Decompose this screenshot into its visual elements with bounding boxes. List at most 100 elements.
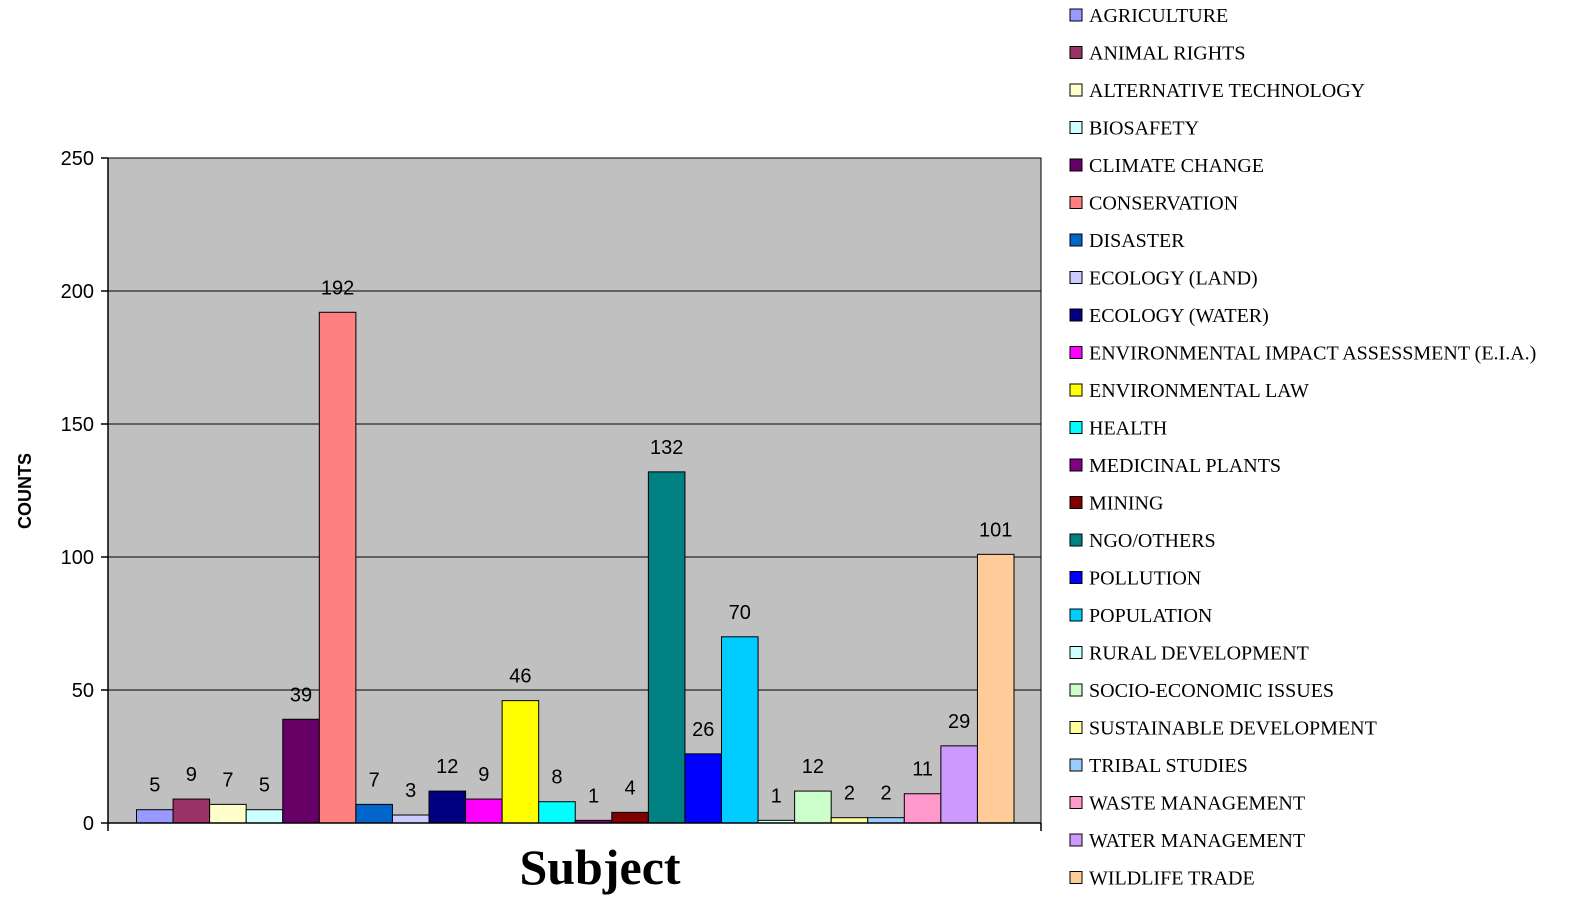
legend-item-tribal-studies: TRIBAL STUDIES	[1069, 755, 1248, 777]
legend-label: RURAL DEVELOPMENT	[1089, 643, 1309, 665]
legend-item-population: POPULATION	[1069, 605, 1212, 627]
bar-sustainable-development	[830, 817, 869, 824]
legend-label: TRIBAL STUDIES	[1089, 755, 1248, 777]
bar-pollution	[684, 753, 722, 824]
legend-label: ENVIRONMENTAL LAW	[1089, 380, 1309, 402]
legend-swatch	[1069, 796, 1083, 809]
data-label-mining: 4	[625, 777, 636, 799]
data-label-ecology-land: 3	[405, 780, 416, 802]
legend-swatch	[1069, 496, 1083, 509]
legend-item-health: HEALTH	[1069, 418, 1167, 440]
legend-swatch	[1069, 421, 1083, 434]
legend-label: POLLUTION	[1089, 568, 1201, 590]
legend-item-ecology-water: ECOLOGY (WATER)	[1069, 305, 1269, 327]
data-label-sustainable-development: 2	[844, 783, 855, 805]
bar-ngo-others	[647, 471, 686, 824]
bar-population	[721, 636, 759, 824]
legend-label: CONSERVATION	[1089, 193, 1238, 215]
legend-swatch	[1069, 46, 1083, 59]
data-label-pollution: 26	[692, 719, 714, 741]
legend-swatch	[1069, 571, 1083, 584]
legend-item-medicinal-plants: MEDICINAL PLANTS	[1069, 455, 1281, 477]
legend-label: WILDLIFE TRADE	[1089, 868, 1255, 890]
y-tick-label: 100	[61, 547, 94, 569]
legend-item-environmental-impact-assessment-e-i-a: ENVIRONMENTAL IMPACT ASSESSMENT (E.I.A.)	[1069, 343, 1536, 365]
legend-label: WATER MANAGEMENT	[1089, 830, 1305, 852]
bar-biosafety	[245, 809, 284, 824]
data-label-biosafety: 5	[259, 775, 270, 797]
legend-swatch	[1069, 8, 1083, 22]
bar-waste-management	[903, 793, 942, 824]
legend-item-agriculture: AGRICULTURE	[1069, 5, 1228, 27]
gridlines	[108, 157, 1041, 691]
legend-swatch	[1069, 646, 1083, 659]
legend-item-climate-change: CLIMATE CHANGE	[1069, 155, 1264, 177]
data-label-climate-change: 39	[290, 684, 312, 706]
y-tick-label: 250	[61, 148, 94, 170]
legend-item-environmental-law: ENVIRONMENTAL LAW	[1069, 380, 1309, 402]
data-label-tribal-studies: 2	[880, 783, 891, 805]
bar-disaster	[355, 803, 393, 824]
bar-tribal-studies	[867, 817, 905, 824]
legend-label: AGRICULTURE	[1089, 5, 1228, 27]
data-label-water-management: 29	[948, 711, 970, 733]
data-label-wildlife-trade: 101	[979, 519, 1012, 541]
legend-swatch	[1069, 871, 1083, 884]
legend-item-alternative-technology: ALTERNATIVE TECHNOLOGY	[1069, 80, 1365, 102]
legend-item-rural-development: RURAL DEVELOPMENT	[1069, 643, 1309, 665]
legend-swatch	[1069, 608, 1083, 622]
legend-swatch	[1069, 683, 1083, 697]
bar-mining	[611, 811, 649, 824]
legend-label: WASTE MANAGEMENT	[1089, 793, 1305, 815]
legend: AGRICULTURE ANIMAL RIGHTS ALTERNATIVE TECH…	[1069, 5, 1536, 890]
legend-swatch	[1069, 271, 1083, 284]
axes: 0 50 100 150 200 250	[61, 148, 1042, 835]
bar-ecology-water	[428, 790, 467, 824]
y-tick-label: 50	[72, 680, 94, 702]
bar-agriculture	[136, 809, 174, 824]
x-axis-title: Subject	[519, 839, 680, 895]
bar-environmental-law	[501, 700, 540, 824]
legend-item-mining: MINING	[1069, 493, 1163, 515]
legend-swatch	[1069, 383, 1083, 397]
legend-swatch	[1069, 233, 1083, 247]
data-label-environmental-law: 46	[509, 666, 531, 688]
legend-label: SOCIO-ECONOMIC ISSUES	[1089, 680, 1334, 702]
data-label-health: 8	[551, 767, 562, 789]
legend-item-animal-rights: ANIMAL RIGHTS	[1069, 43, 1245, 65]
legend-swatch	[1069, 83, 1083, 97]
bar-health	[538, 801, 576, 824]
legend-item-socio-economic-issues: SOCIO-ECONOMIC ISSUES	[1069, 680, 1334, 702]
legend-item-conservation: CONSERVATION	[1069, 193, 1238, 215]
y-tick-label: 200	[61, 281, 94, 303]
legend-swatch	[1069, 758, 1083, 772]
legend-item-pollution: POLLUTION	[1069, 568, 1201, 590]
data-label-conservation: 192	[321, 277, 354, 299]
legend-item-biosafety: BIOSAFETY	[1069, 118, 1199, 140]
data-label-alternative-technology: 7	[222, 769, 233, 791]
data-labels: 5 9 7 5 39 192 7 3 12 9 46 8 1 4 132 26 70 1 12 2 2 11 29 101	[149, 277, 1012, 807]
legend-label: MINING	[1089, 493, 1163, 515]
legend-item-disaster: DISASTER	[1069, 230, 1185, 252]
data-label-population: 70	[729, 602, 751, 624]
plot-area	[107, 157, 1042, 824]
legend-label: NGO/OTHERS	[1089, 530, 1216, 552]
y-tick-label: 0	[83, 813, 94, 835]
legend-swatch	[1069, 721, 1083, 734]
legend-label: SUSTAINABLE DEVELOPMENT	[1089, 718, 1377, 740]
data-label-ecology-water: 12	[436, 756, 458, 778]
bar-ecology-land	[391, 814, 430, 824]
data-label-agriculture: 5	[149, 775, 160, 797]
data-label-waste-management: 11	[912, 759, 933, 781]
bar-animal-rights	[172, 798, 211, 824]
bar-wildlife-trade	[976, 553, 1015, 824]
y-axis-title: COUNTS	[15, 453, 35, 529]
legend-swatch	[1069, 196, 1083, 209]
data-label-environmental-impact-assessment-e-i-a: 9	[478, 764, 489, 786]
bar-climate-change	[282, 718, 320, 824]
legend-item-sustainable-development: SUSTAINABLE DEVELOPMENT	[1069, 718, 1377, 740]
legend-label: MEDICINAL PLANTS	[1089, 455, 1281, 477]
legend-item-ngo-others: NGO/OTHERS	[1069, 530, 1216, 552]
legend-swatch	[1069, 308, 1083, 322]
